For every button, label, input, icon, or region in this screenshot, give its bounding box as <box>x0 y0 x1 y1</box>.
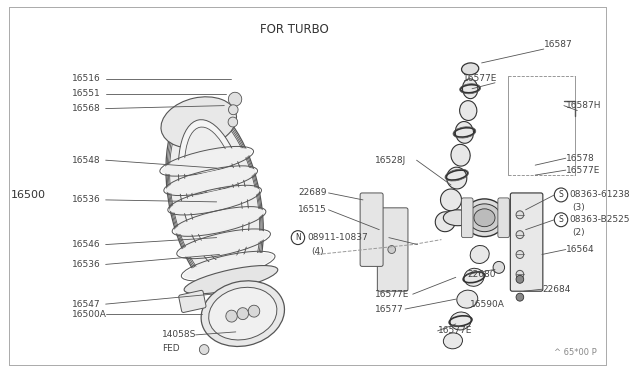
Text: 22689: 22689 <box>298 189 326 198</box>
Text: (2): (2) <box>573 228 585 237</box>
Circle shape <box>228 92 242 106</box>
Text: 14058S: 14058S <box>162 330 196 339</box>
FancyBboxPatch shape <box>360 193 383 266</box>
Circle shape <box>516 211 524 219</box>
Circle shape <box>493 262 504 273</box>
Ellipse shape <box>455 122 474 143</box>
Ellipse shape <box>183 253 273 279</box>
Text: FOR TURBO: FOR TURBO <box>260 23 328 36</box>
Ellipse shape <box>440 189 461 211</box>
Text: (4): (4) <box>311 247 324 256</box>
Ellipse shape <box>179 120 249 271</box>
Ellipse shape <box>451 144 470 166</box>
Circle shape <box>248 305 260 317</box>
Text: 16500: 16500 <box>11 190 46 200</box>
FancyBboxPatch shape <box>179 290 206 312</box>
Circle shape <box>388 246 396 253</box>
Ellipse shape <box>166 167 255 194</box>
Circle shape <box>516 275 524 283</box>
Ellipse shape <box>474 209 495 227</box>
Text: 08363-B2525: 08363-B2525 <box>570 215 630 224</box>
Ellipse shape <box>184 266 278 294</box>
Text: 16500A: 16500A <box>72 310 107 318</box>
Ellipse shape <box>174 208 264 235</box>
Circle shape <box>516 270 524 278</box>
Text: 16528J: 16528J <box>374 156 406 165</box>
Text: 16568: 16568 <box>72 104 101 113</box>
Circle shape <box>228 117 237 127</box>
Text: 16564: 16564 <box>566 245 595 254</box>
Text: FED: FED <box>162 344 180 353</box>
Circle shape <box>192 186 205 201</box>
Ellipse shape <box>161 97 237 148</box>
Text: 22684: 22684 <box>542 285 570 294</box>
Text: 16577E: 16577E <box>463 74 498 83</box>
Ellipse shape <box>444 210 472 226</box>
Ellipse shape <box>162 148 252 174</box>
Text: 16577E: 16577E <box>438 326 472 336</box>
Text: 16577E: 16577E <box>566 166 600 174</box>
Circle shape <box>220 180 234 194</box>
Text: S: S <box>559 190 563 199</box>
Ellipse shape <box>184 127 243 263</box>
Ellipse shape <box>461 63 479 75</box>
Text: 08363-61238: 08363-61238 <box>570 190 630 199</box>
Circle shape <box>516 231 524 238</box>
Text: 16515: 16515 <box>298 205 326 214</box>
Text: (3): (3) <box>573 203 585 212</box>
Circle shape <box>237 308 248 320</box>
Text: N: N <box>295 233 301 242</box>
FancyBboxPatch shape <box>461 198 473 238</box>
Text: 16590A: 16590A <box>470 299 505 309</box>
Ellipse shape <box>468 204 500 232</box>
Ellipse shape <box>457 290 477 308</box>
Text: 16536: 16536 <box>72 260 101 269</box>
Text: S: S <box>559 215 563 224</box>
Circle shape <box>516 293 524 301</box>
Ellipse shape <box>209 287 277 340</box>
Text: 16577: 16577 <box>374 305 403 314</box>
Circle shape <box>226 310 237 322</box>
Circle shape <box>200 344 209 355</box>
Text: 22680: 22680 <box>467 270 496 279</box>
Text: 16587H: 16587H <box>566 101 602 110</box>
Text: 16587: 16587 <box>544 39 573 49</box>
Ellipse shape <box>435 212 455 232</box>
Ellipse shape <box>464 268 484 286</box>
FancyBboxPatch shape <box>498 198 509 238</box>
Ellipse shape <box>444 333 463 349</box>
Circle shape <box>228 105 238 115</box>
Text: 16547: 16547 <box>72 299 101 309</box>
Text: 08911-10837: 08911-10837 <box>307 233 368 242</box>
Circle shape <box>206 183 220 198</box>
Text: 16546: 16546 <box>72 240 101 249</box>
Text: 16548: 16548 <box>72 156 101 165</box>
Text: 16577E: 16577E <box>374 290 409 299</box>
Text: ^ 65*00 P: ^ 65*00 P <box>554 348 596 357</box>
Ellipse shape <box>460 101 477 121</box>
Ellipse shape <box>463 79 478 99</box>
Text: 16536: 16536 <box>72 195 101 204</box>
Ellipse shape <box>470 246 489 263</box>
Ellipse shape <box>463 199 506 237</box>
Ellipse shape <box>170 187 260 213</box>
Circle shape <box>516 250 524 259</box>
Text: 16551: 16551 <box>72 89 101 98</box>
Ellipse shape <box>166 103 263 298</box>
FancyBboxPatch shape <box>510 193 543 291</box>
Ellipse shape <box>179 231 269 257</box>
Ellipse shape <box>201 281 284 346</box>
FancyBboxPatch shape <box>378 208 408 291</box>
Text: 16516: 16516 <box>72 74 101 83</box>
Text: 16578: 16578 <box>566 154 595 163</box>
Ellipse shape <box>447 167 467 189</box>
Ellipse shape <box>450 312 471 330</box>
